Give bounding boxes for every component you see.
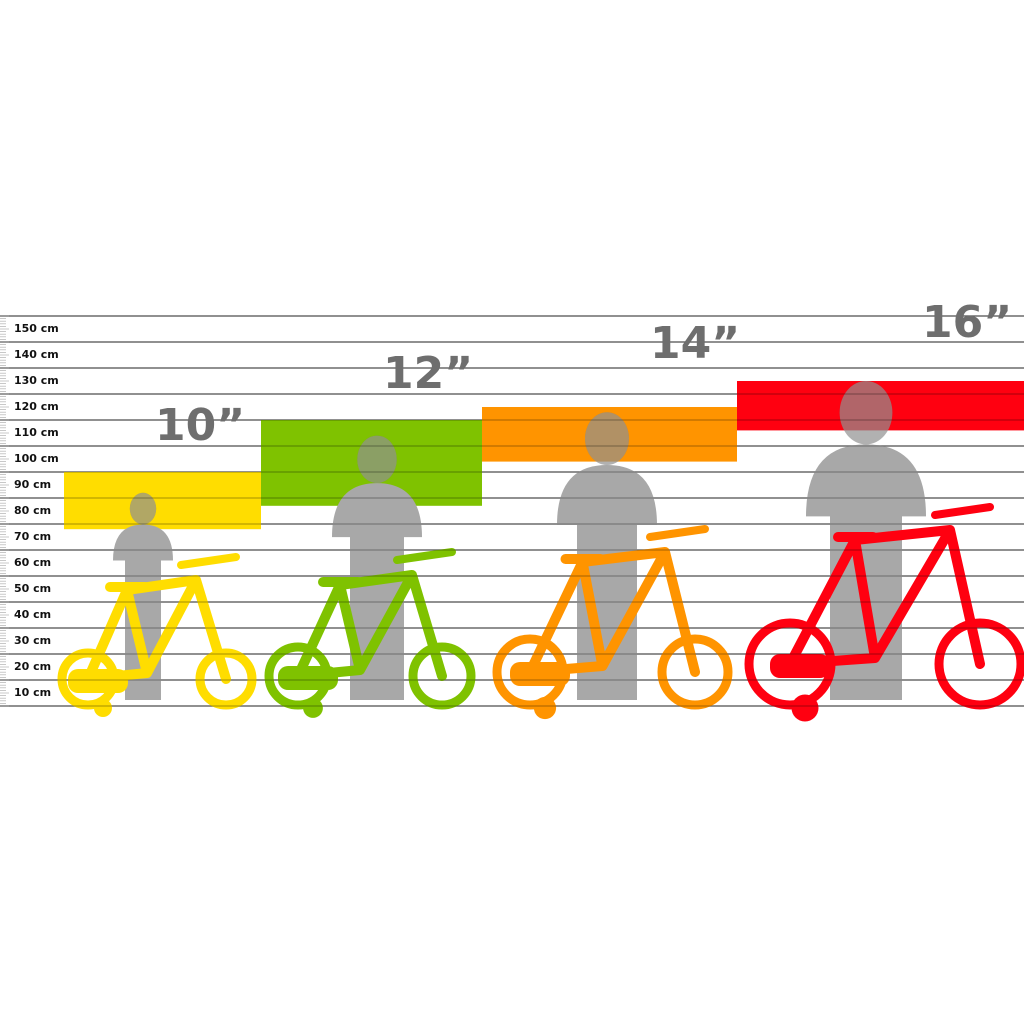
bike-handlebar: [393, 548, 456, 564]
y-tick-label: 90 cm: [14, 478, 51, 491]
bike-seat: [105, 582, 150, 592]
child-head: [585, 412, 629, 465]
ruler-ticks: [0, 315, 9, 707]
bike-seat: [833, 532, 878, 542]
training-wheel: [533, 696, 557, 720]
grid-lines-overlay: [0, 315, 1024, 707]
child-silhouette: [806, 444, 926, 700]
bike-seat: [318, 577, 363, 587]
training-wheel: [94, 699, 112, 717]
y-tick-label: 110 cm: [14, 426, 59, 439]
size-label-16: 16”: [922, 297, 1012, 348]
y-tick-label: 40 cm: [14, 608, 51, 621]
figures: [57, 381, 1024, 722]
y-tick-label: 60 cm: [14, 556, 51, 569]
y-tick-label: 130 cm: [14, 374, 59, 387]
front-wheel: [934, 618, 1024, 710]
y-tick-label: 70 cm: [14, 530, 51, 543]
y-tick-label: 50 cm: [14, 582, 51, 595]
size-label-12: 12”: [383, 348, 473, 399]
front-wheel: [408, 642, 476, 710]
training-wheel: [303, 698, 323, 718]
y-tick-label: 80 cm: [14, 504, 51, 517]
chain-guard: [510, 662, 570, 686]
y-tick-label: 30 cm: [14, 634, 51, 647]
y-tick-label: 20 cm: [14, 660, 51, 673]
size-group-10: [57, 492, 257, 717]
height-band-10: [64, 472, 261, 530]
size-group-14: [492, 412, 733, 720]
bike-seat: [560, 554, 606, 564]
y-tick-labels: 150 cm 140 cm 130 cm 120 cm 110 cm 100 cm 90 c…: [14, 322, 59, 699]
front-wheel: [657, 634, 733, 710]
size-label-14: 14”: [650, 318, 740, 369]
bike-handlebar: [646, 525, 709, 541]
chain-guard: [770, 654, 830, 678]
y-tick-label: 150 cm: [14, 322, 59, 335]
y-tick-label: 140 cm: [14, 348, 59, 361]
bike-handlebar: [931, 503, 994, 519]
chain-guard: [278, 666, 338, 690]
front-wheel: [195, 648, 257, 710]
child-head: [129, 492, 157, 525]
training-wheel: [791, 694, 819, 722]
chain-guard: [68, 669, 128, 693]
child-head: [357, 435, 397, 484]
bike-handlebar: [177, 553, 240, 569]
y-tick-label: 120 cm: [14, 400, 59, 413]
y-tick-label: 100 cm: [14, 452, 59, 465]
size-labels: 10” 12” 14” 16”: [155, 297, 1012, 451]
y-tick-label: 10 cm: [14, 686, 51, 699]
size-group-12: [264, 435, 476, 718]
child-silhouette: [557, 465, 657, 700]
child-head: [839, 381, 893, 445]
size-label-10: 10”: [155, 400, 245, 451]
size-group-16: [744, 381, 1024, 722]
